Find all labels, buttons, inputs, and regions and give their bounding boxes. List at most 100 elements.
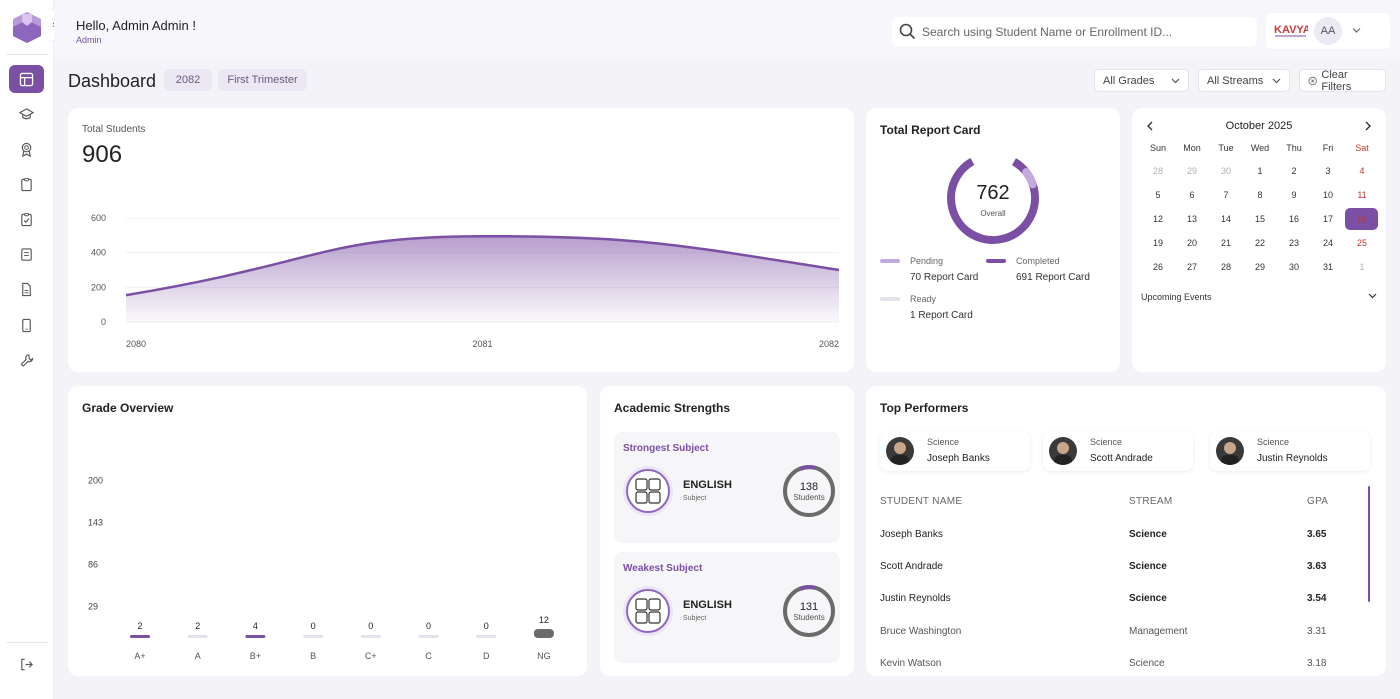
user-menu[interactable]: KAVYA AA xyxy=(1266,13,1390,49)
search-input[interactable]: Search using Student Name or Enrollment … xyxy=(892,17,1257,46)
calendar-day[interactable]: 12 xyxy=(1152,214,1163,224)
table-scrollbar[interactable] xyxy=(1368,486,1370,602)
calendar-day[interactable]: 4 xyxy=(1359,166,1365,176)
header-stream: STREAM xyxy=(1129,496,1173,507)
nav-devices[interactable] xyxy=(9,311,44,339)
calendar-day[interactable]: 2 xyxy=(1291,166,1297,176)
calendar-day[interactable]: 22 xyxy=(1254,238,1265,248)
streams-filter-label: All Streams xyxy=(1207,74,1264,87)
clear-filters-button[interactable]: Clear Filters xyxy=(1299,69,1386,93)
report-card-card: Total Report Card 762 Overall Pending 70… xyxy=(866,108,1120,372)
calendar-day[interactable]: 28 xyxy=(1220,262,1231,272)
table-row[interactable]: Scott Andrade Science 3.63 xyxy=(880,561,1350,581)
calendar-day[interactable]: 11 xyxy=(1357,190,1367,200)
nav-clipboard[interactable] xyxy=(9,170,44,198)
x-tick-label: NG xyxy=(537,651,551,661)
calendar-day[interactable]: 27 xyxy=(1186,262,1197,272)
row-gpa: 3.18 xyxy=(1307,658,1327,669)
award-icon xyxy=(21,142,32,157)
year-chip[interactable]: 2082 xyxy=(164,69,212,91)
term-chip[interactable]: First Trimester xyxy=(218,69,307,91)
calendar-day[interactable]: 31 xyxy=(1322,262,1333,272)
calendar-day[interactable]: 30 xyxy=(1220,166,1231,176)
chevron-down-icon[interactable] xyxy=(1352,27,1361,34)
nav-settings[interactable] xyxy=(9,346,44,374)
kavya-logo: KAVYA xyxy=(1274,24,1308,37)
calendar-day[interactable]: 25 xyxy=(1356,238,1367,248)
row-name: Kevin Watson xyxy=(880,658,942,669)
calendar-day[interactable]: 19 xyxy=(1152,238,1163,248)
calendar-day[interactable]: 5 xyxy=(1155,190,1161,200)
bar-value-label: 4 xyxy=(253,621,258,631)
x-tick-label: B xyxy=(310,651,316,661)
chevron-left-icon[interactable] xyxy=(1146,121,1154,131)
bar-value-label: 0 xyxy=(311,621,316,631)
table-row[interactable]: Kevin Watson Science 3.18 xyxy=(880,658,1350,678)
bar xyxy=(187,635,208,638)
grade-overview-card: Grade Overview 29 86 143 200 2 A+ 2 A 4 B+ 0 B 0 C+ 0 C… xyxy=(68,386,587,676)
calendar-day[interactable]: 13 xyxy=(1186,214,1197,224)
chevron-right-icon[interactable] xyxy=(1364,121,1372,131)
chevron-down-icon[interactable] xyxy=(1368,293,1377,299)
x-tick-label: 2081 xyxy=(472,339,492,349)
calendar-weekday: Sun xyxy=(1149,143,1166,153)
area-line xyxy=(125,234,840,297)
nav-students[interactable] xyxy=(9,100,44,128)
sidebar xyxy=(0,0,54,699)
calendar-day[interactable]: 3 xyxy=(1325,166,1331,176)
avatar[interactable]: AA xyxy=(1314,17,1342,45)
calendar-day[interactable]: 17 xyxy=(1322,214,1333,224)
calendar-day[interactable]: 26 xyxy=(1152,262,1163,272)
calendar-day[interactable]: 30 xyxy=(1288,262,1299,272)
calendar-day[interactable]: 29 xyxy=(1186,166,1197,176)
calendar-day[interactable]: 20 xyxy=(1186,238,1197,248)
streams-filter[interactable]: All Streams xyxy=(1198,69,1290,92)
notebook-icon xyxy=(21,247,32,261)
strongest-subject-card: Strongest Subject ENGLISH Subject 138 St… xyxy=(614,432,840,543)
performer-card[interactable]: Science Justin Reynolds xyxy=(1210,431,1370,471)
calendar-day[interactable]: 23 xyxy=(1288,238,1299,248)
nav-reports[interactable] xyxy=(9,240,44,268)
students-area-chart: 0 200 400 600 2080 2081 2082 xyxy=(91,213,840,349)
performer-card[interactable]: Science Scott Andrade xyxy=(1043,431,1193,471)
nav-logout[interactable] xyxy=(9,650,44,678)
report-total-value: 762 xyxy=(976,182,1010,204)
calendar-day[interactable]: 1 xyxy=(1359,262,1365,272)
bar xyxy=(476,635,497,638)
strongest-unit: Students xyxy=(793,493,825,502)
x-tick-label: 2082 xyxy=(819,339,839,349)
calendar-day[interactable]: 14 xyxy=(1220,214,1231,224)
calendar-day[interactable]: 9 xyxy=(1291,190,1297,200)
nav-awards[interactable] xyxy=(9,135,44,163)
calendar-day[interactable]: 16 xyxy=(1288,214,1299,224)
x-tick-label: C xyxy=(425,651,432,661)
row-gpa: 3.63 xyxy=(1307,561,1327,572)
calendar-day[interactable]: 8 xyxy=(1257,190,1263,200)
grades-filter[interactable]: All Grades xyxy=(1094,69,1189,92)
nav-dashboard[interactable] xyxy=(9,65,44,93)
calendar-day[interactable]: 15 xyxy=(1254,214,1265,224)
calendar-day[interactable]: 10 xyxy=(1322,190,1333,200)
bar xyxy=(130,635,150,638)
bar-value-label: 0 xyxy=(368,621,373,631)
completed-arc xyxy=(947,152,1039,244)
calendar-day[interactable]: 29 xyxy=(1254,262,1265,272)
calendar-day[interactable]: 6 xyxy=(1189,190,1195,200)
calendar-day[interactable]: 21 xyxy=(1220,238,1231,248)
nav-tasks[interactable] xyxy=(9,205,44,233)
bar xyxy=(418,635,439,638)
performer-avatar xyxy=(886,437,914,465)
table-row[interactable]: Joseph Banks Science 3.65 xyxy=(880,529,1350,549)
row-gpa: 3.65 xyxy=(1307,529,1327,540)
performer-card[interactable]: Science Joseph Banks xyxy=(880,431,1030,471)
table-row[interactable]: Justin Reynolds Science 3.54 xyxy=(880,593,1350,613)
nav-documents[interactable] xyxy=(9,275,44,303)
calendar-day[interactable]: 24 xyxy=(1322,238,1333,248)
table-row[interactable]: Bruce Washington Management 3.31 xyxy=(880,626,1350,646)
calendar-weekday: Mon xyxy=(1183,143,1201,153)
performer-stream: Science xyxy=(1257,437,1290,447)
calendar-day[interactable]: 1 xyxy=(1257,166,1263,176)
calendar-day[interactable]: 28 xyxy=(1152,166,1163,176)
calendar-day[interactable]: 7 xyxy=(1223,190,1229,200)
calendar-day-selected[interactable]: 18 xyxy=(1345,208,1378,230)
